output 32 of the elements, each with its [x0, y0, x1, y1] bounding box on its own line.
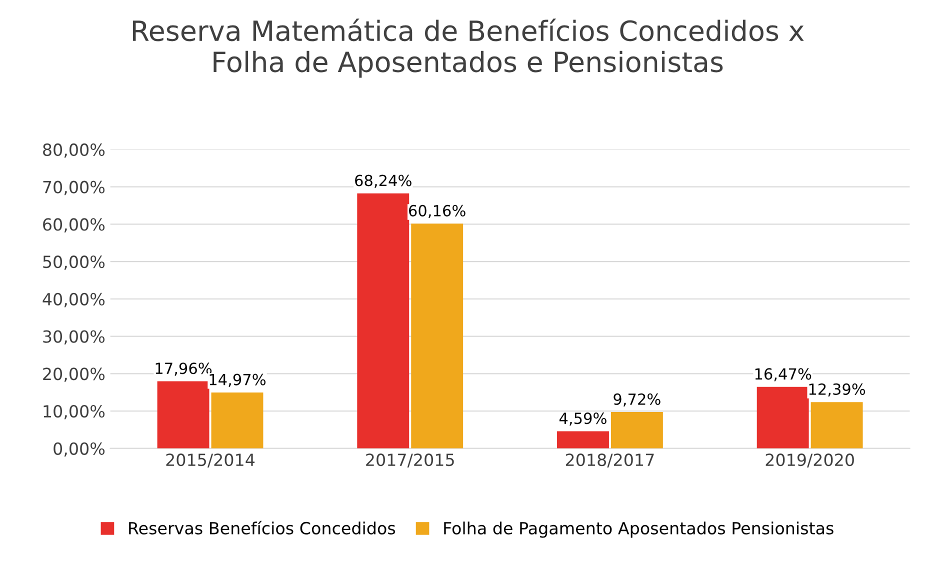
data-label: 68,24% — [355, 174, 412, 188]
bar — [157, 381, 210, 448]
y-tick-label: 60,00% — [43, 218, 105, 232]
bar — [756, 386, 809, 448]
y-tick-label: 80,00% — [43, 143, 105, 158]
y-tick-label: 0,00% — [54, 442, 105, 457]
y-tick-label: 10,00% — [44, 404, 105, 420]
data-label: 9,72% — [614, 393, 660, 406]
data-label: 14,97% — [210, 374, 266, 387]
data-label: 17,96% — [156, 362, 212, 376]
y-tick-label: 70,00% — [43, 180, 105, 196]
bar — [557, 431, 609, 448]
y-tick-label: 20,00% — [43, 368, 105, 382]
legend-label: Folha de Pagamento Aposentados Pensionistas — [444, 522, 834, 538]
y-tick-label: 40,00% — [42, 292, 105, 308]
x-tick-label: 2017/2015 — [366, 454, 454, 468]
bar — [357, 193, 410, 448]
data-label: 4,59% — [559, 412, 606, 426]
y-tick-label: 30,00% — [43, 330, 105, 345]
data-label: 12,39% — [809, 383, 866, 397]
bar — [211, 392, 264, 448]
data-label: 16,47% — [755, 368, 812, 382]
x-tick-label: 2019/2020 — [766, 454, 854, 468]
bar — [810, 402, 863, 448]
chart-title: Reserva Matemática de Benefícios Concedidos x Folha de Aposentados e Pensionistas — [132, 18, 804, 78]
bar — [610, 412, 663, 448]
legend-label: Reservas Benefícios Concedidos — [129, 520, 396, 534]
y-tick-label: 50,00% — [43, 256, 105, 270]
bar — [411, 224, 464, 448]
x-tick-label: 2015/2014 — [166, 454, 255, 468]
x-tick-label: 2018/2017 — [566, 454, 654, 468]
data-label: 60,16% — [409, 204, 466, 218]
